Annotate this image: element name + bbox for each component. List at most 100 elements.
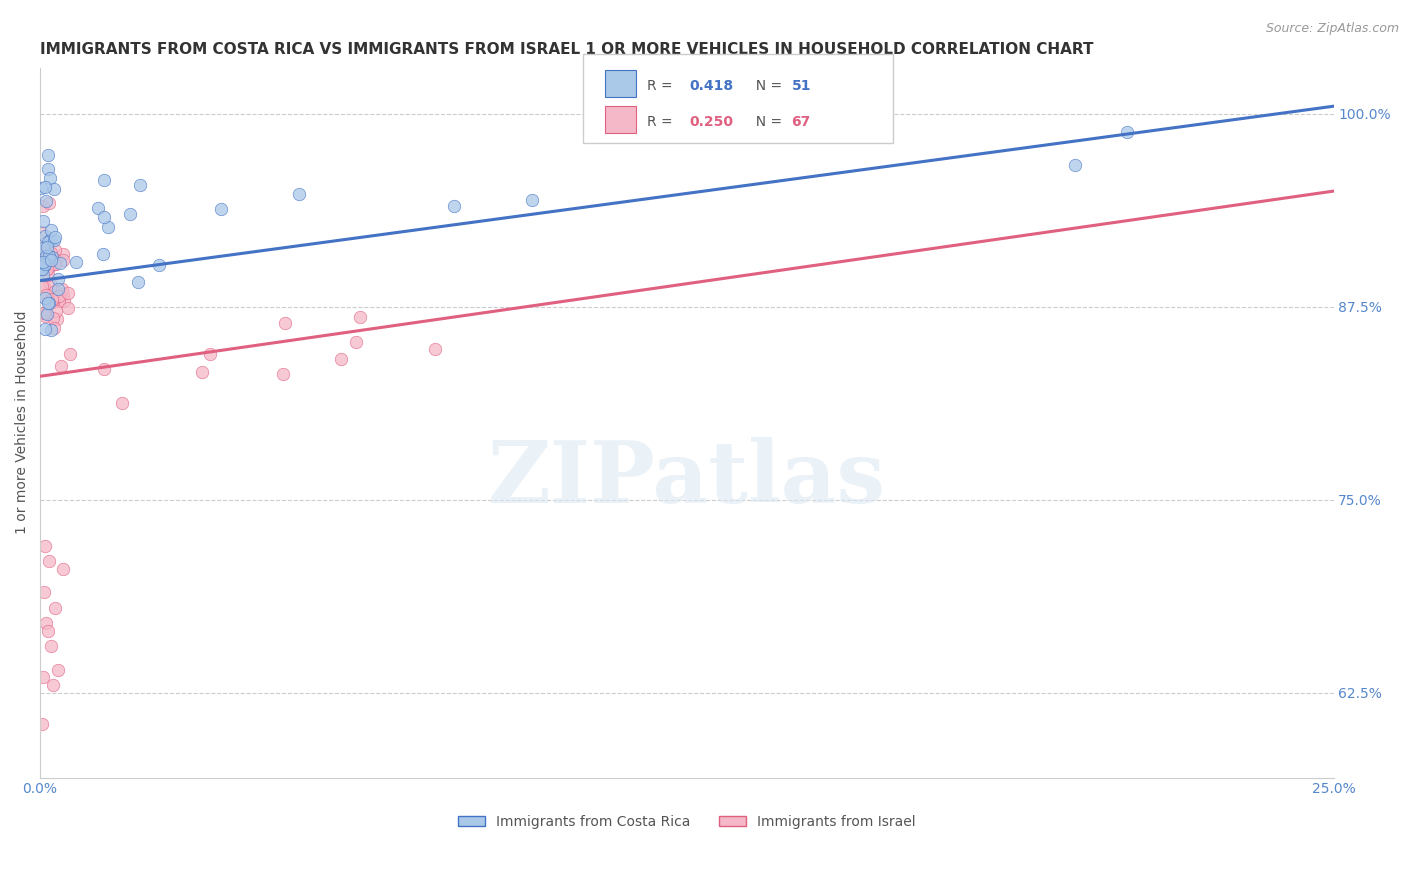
Point [38,196,60,211]
Point [46,312,69,326]
Point [41,640,63,654]
Point [37,261,59,276]
Point [52,286,75,301]
Point [274,316,297,330]
Point [93,172,115,186]
Point [32,248,55,262]
Point [31,716,53,731]
Point [38,296,60,310]
Point [38,249,60,263]
Point [49,256,72,270]
Point [45,253,67,268]
Point [37,296,59,310]
Point [46,663,69,677]
Point [190,365,212,379]
Point [87,201,110,215]
Point [34,306,56,320]
Point [148,258,170,272]
Point [37,624,59,638]
Point [41,311,63,326]
Point [1115,125,1137,139]
Point [35,194,58,208]
Text: N =: N = [747,115,786,129]
Text: 0.250: 0.250 [689,115,733,129]
Point [51,282,73,296]
Point [39,276,62,290]
Point [34,180,56,194]
Point [111,396,134,410]
Point [32,259,55,273]
Point [32,254,55,268]
Point [127,275,149,289]
Point [46,282,69,296]
Point [44,182,66,196]
Point [35,249,58,263]
Point [56,301,79,315]
Point [34,322,56,336]
Point [32,241,55,255]
Point [349,310,371,324]
Point [32,585,55,599]
Point [35,240,58,254]
Point [330,352,353,367]
Point [52,562,75,576]
Point [30,241,52,255]
Point [42,295,65,310]
Point [37,293,59,307]
Point [30,181,52,195]
Legend: Immigrants from Costa Rica, Immigrants from Israel: Immigrants from Costa Rica, Immigrants f… [451,809,922,835]
Point [41,292,63,306]
Text: Source: ZipAtlas.com: Source: ZipAtlas.com [1265,22,1399,36]
Text: R =: R = [647,79,676,93]
Point [32,279,55,293]
Point [41,250,63,264]
Point [44,284,66,298]
Point [39,223,62,237]
Point [53,294,76,309]
Text: R =: R = [647,115,676,129]
Point [93,362,115,376]
Point [520,194,543,208]
Point [44,600,66,615]
Point [48,272,70,286]
Point [42,678,65,692]
Point [44,244,66,258]
Point [37,235,59,249]
Point [56,286,79,301]
Point [91,247,114,261]
Point [37,248,59,262]
Point [41,245,63,260]
Point [31,262,53,277]
Point [38,554,60,568]
Point [34,254,56,268]
Y-axis label: 1 or more Vehicles in Household: 1 or more Vehicles in Household [15,310,30,534]
Point [39,323,62,337]
Point [273,367,295,381]
Point [45,304,67,318]
Point [39,258,62,272]
Point [30,261,52,276]
Point [44,257,66,271]
Point [32,306,55,320]
Point [44,257,66,271]
Point [38,171,60,186]
Point [39,233,62,247]
Point [48,294,70,309]
Point [34,309,56,323]
Point [39,252,62,267]
Text: IMMIGRANTS FROM COSTA RICA VS IMMIGRANTS FROM ISRAEL 1 OR MORE VEHICLES IN HOUSE: IMMIGRANTS FROM COSTA RICA VS IMMIGRANTS… [41,42,1094,57]
Text: 0.418: 0.418 [689,79,733,93]
Point [34,291,56,305]
Point [41,293,63,308]
Point [32,670,55,684]
Point [44,233,66,247]
Point [443,199,465,213]
Point [31,278,53,293]
Point [59,347,82,361]
Point [52,246,75,260]
Point [344,335,367,350]
Point [37,162,59,177]
Text: N =: N = [747,79,786,93]
Point [200,347,222,361]
Text: 67: 67 [792,115,811,129]
